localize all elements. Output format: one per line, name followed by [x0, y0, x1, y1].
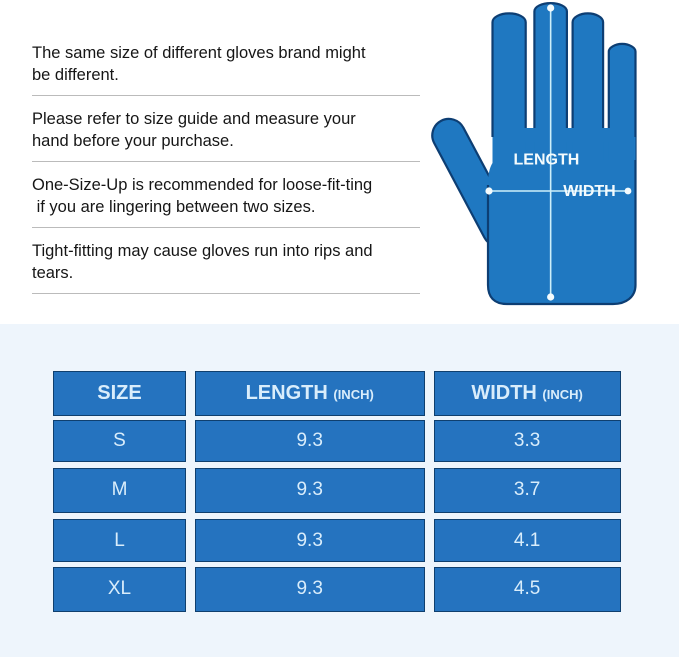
svg-text:WIDTH: WIDTH — [563, 183, 615, 200]
svg-text:LENGTH: LENGTH — [514, 152, 580, 169]
